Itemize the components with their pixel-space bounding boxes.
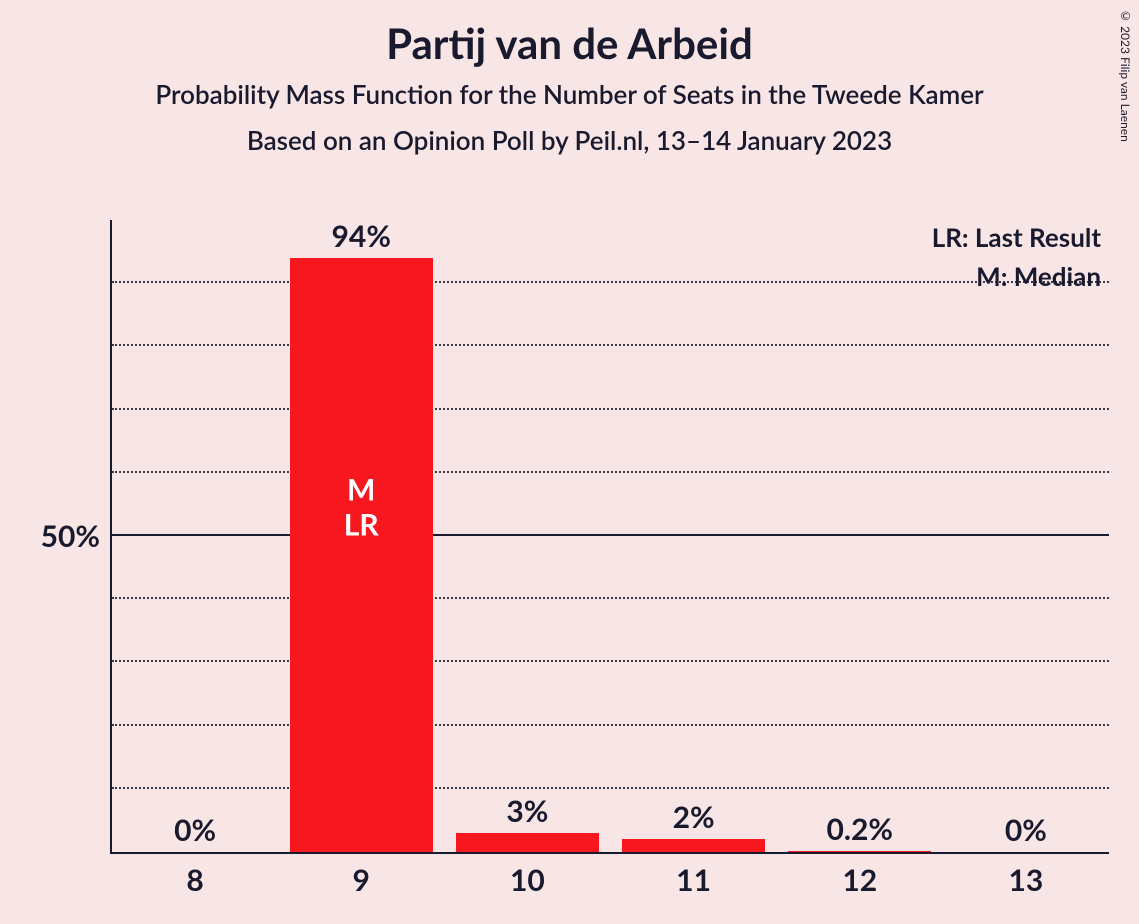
bar-slot: 94%MLR9	[278, 220, 444, 852]
bar-slot: 0.2%12	[777, 220, 943, 852]
x-axis-label: 8	[112, 852, 278, 898]
bar-slot: 0%13	[943, 220, 1109, 852]
bar: 2%	[622, 839, 765, 852]
x-axis-label: 13	[943, 852, 1109, 898]
bar-marker-line: LR	[290, 507, 433, 542]
bars-container: 0%894%MLR93%102%110.2%120%13	[112, 220, 1109, 852]
y-axis-label: 50%	[41, 518, 112, 554]
bar-value-label: 3%	[456, 793, 599, 833]
bar-marker-line: M	[290, 473, 433, 508]
copyright-text: © 2023 Filip van Laenen	[1118, 8, 1133, 142]
bar-marker: MLR	[290, 473, 433, 542]
chart-subtitle-1: Probability Mass Function for the Number…	[0, 78, 1139, 110]
bar-slot: 3%10	[444, 220, 610, 852]
x-axis-label: 10	[444, 852, 610, 898]
bar: 3%	[456, 833, 599, 852]
bar: 94%MLR	[290, 258, 433, 852]
chart-area: LR: Last Result M: Median 50% 0%894%MLR9…	[0, 170, 1139, 924]
bar-value-label: 0%	[954, 812, 1097, 852]
chart-title: Partij van de Arbeid	[0, 0, 1139, 68]
x-axis-label: 9	[278, 852, 444, 898]
bar-slot: 2%11	[611, 220, 777, 852]
bar-value-label: 0%	[124, 812, 267, 852]
bar-value-label: 0.2%	[788, 811, 931, 851]
plot-area: LR: Last Result M: Median 50% 0%894%MLR9…	[110, 220, 1109, 854]
bar-value-label: 94%	[290, 218, 433, 258]
x-axis-label: 11	[611, 852, 777, 898]
x-axis-label: 12	[777, 852, 943, 898]
chart-subtitle-2: Based on an Opinion Poll by Peil.nl, 13–…	[0, 124, 1139, 156]
bar-slot: 0%8	[112, 220, 278, 852]
bar-value-label: 2%	[622, 799, 765, 839]
